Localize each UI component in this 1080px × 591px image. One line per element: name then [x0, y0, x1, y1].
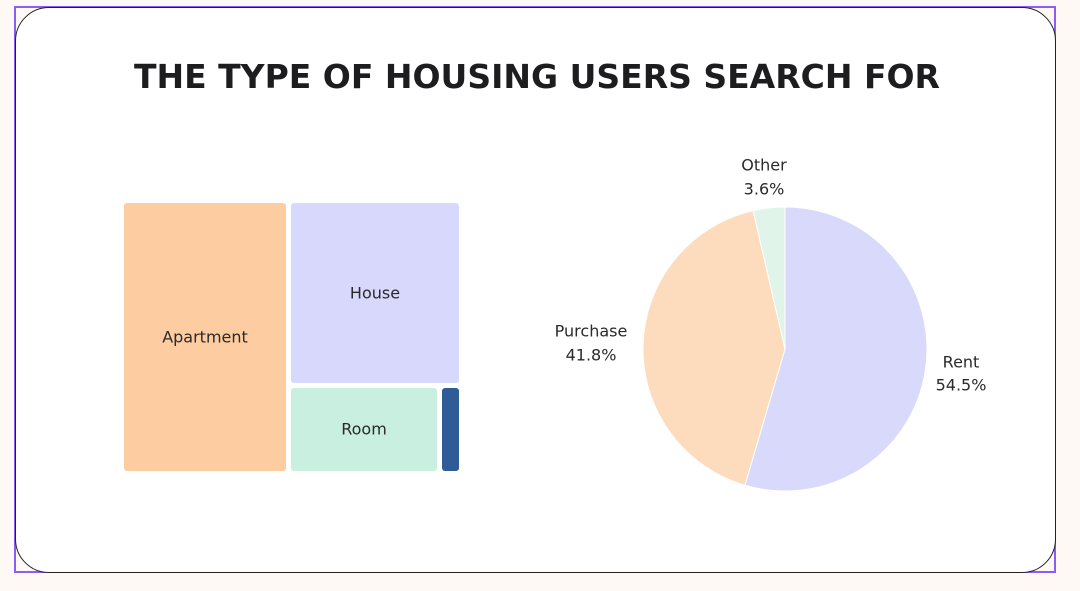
pie-slice-purchase — [642, 210, 786, 486]
pie-label-purchase: Purchase — [555, 322, 628, 341]
pie-slice-rent — [744, 206, 928, 492]
treemap-tile-house — [291, 203, 459, 383]
pie-value-rent: 54.5% — [936, 376, 987, 395]
pie-value-other: 3.6% — [744, 180, 785, 199]
treemap-label-room: Room — [341, 420, 387, 439]
treemap-tile-room — [291, 388, 437, 471]
chart-title: THE TYPE OF HOUSING USERS SEARCH FOR — [134, 57, 940, 96]
treemap-label-house: House — [350, 284, 400, 303]
pie-slice-other — [752, 206, 786, 350]
treemap-chart: Apartment House Room — [124, 203, 459, 471]
pie-label-rent: Rent — [943, 353, 980, 372]
pie-label-other: Other — [741, 156, 787, 175]
treemap-tile-other — [442, 388, 459, 471]
treemap-label-apartment: Apartment — [162, 328, 248, 347]
pie-value-purchase: 41.8% — [566, 346, 617, 365]
treemap-tile-apartment — [124, 203, 286, 471]
pie-chart: Rent 54.5% Purchase 41.8% Other 3.6% — [555, 156, 987, 492]
